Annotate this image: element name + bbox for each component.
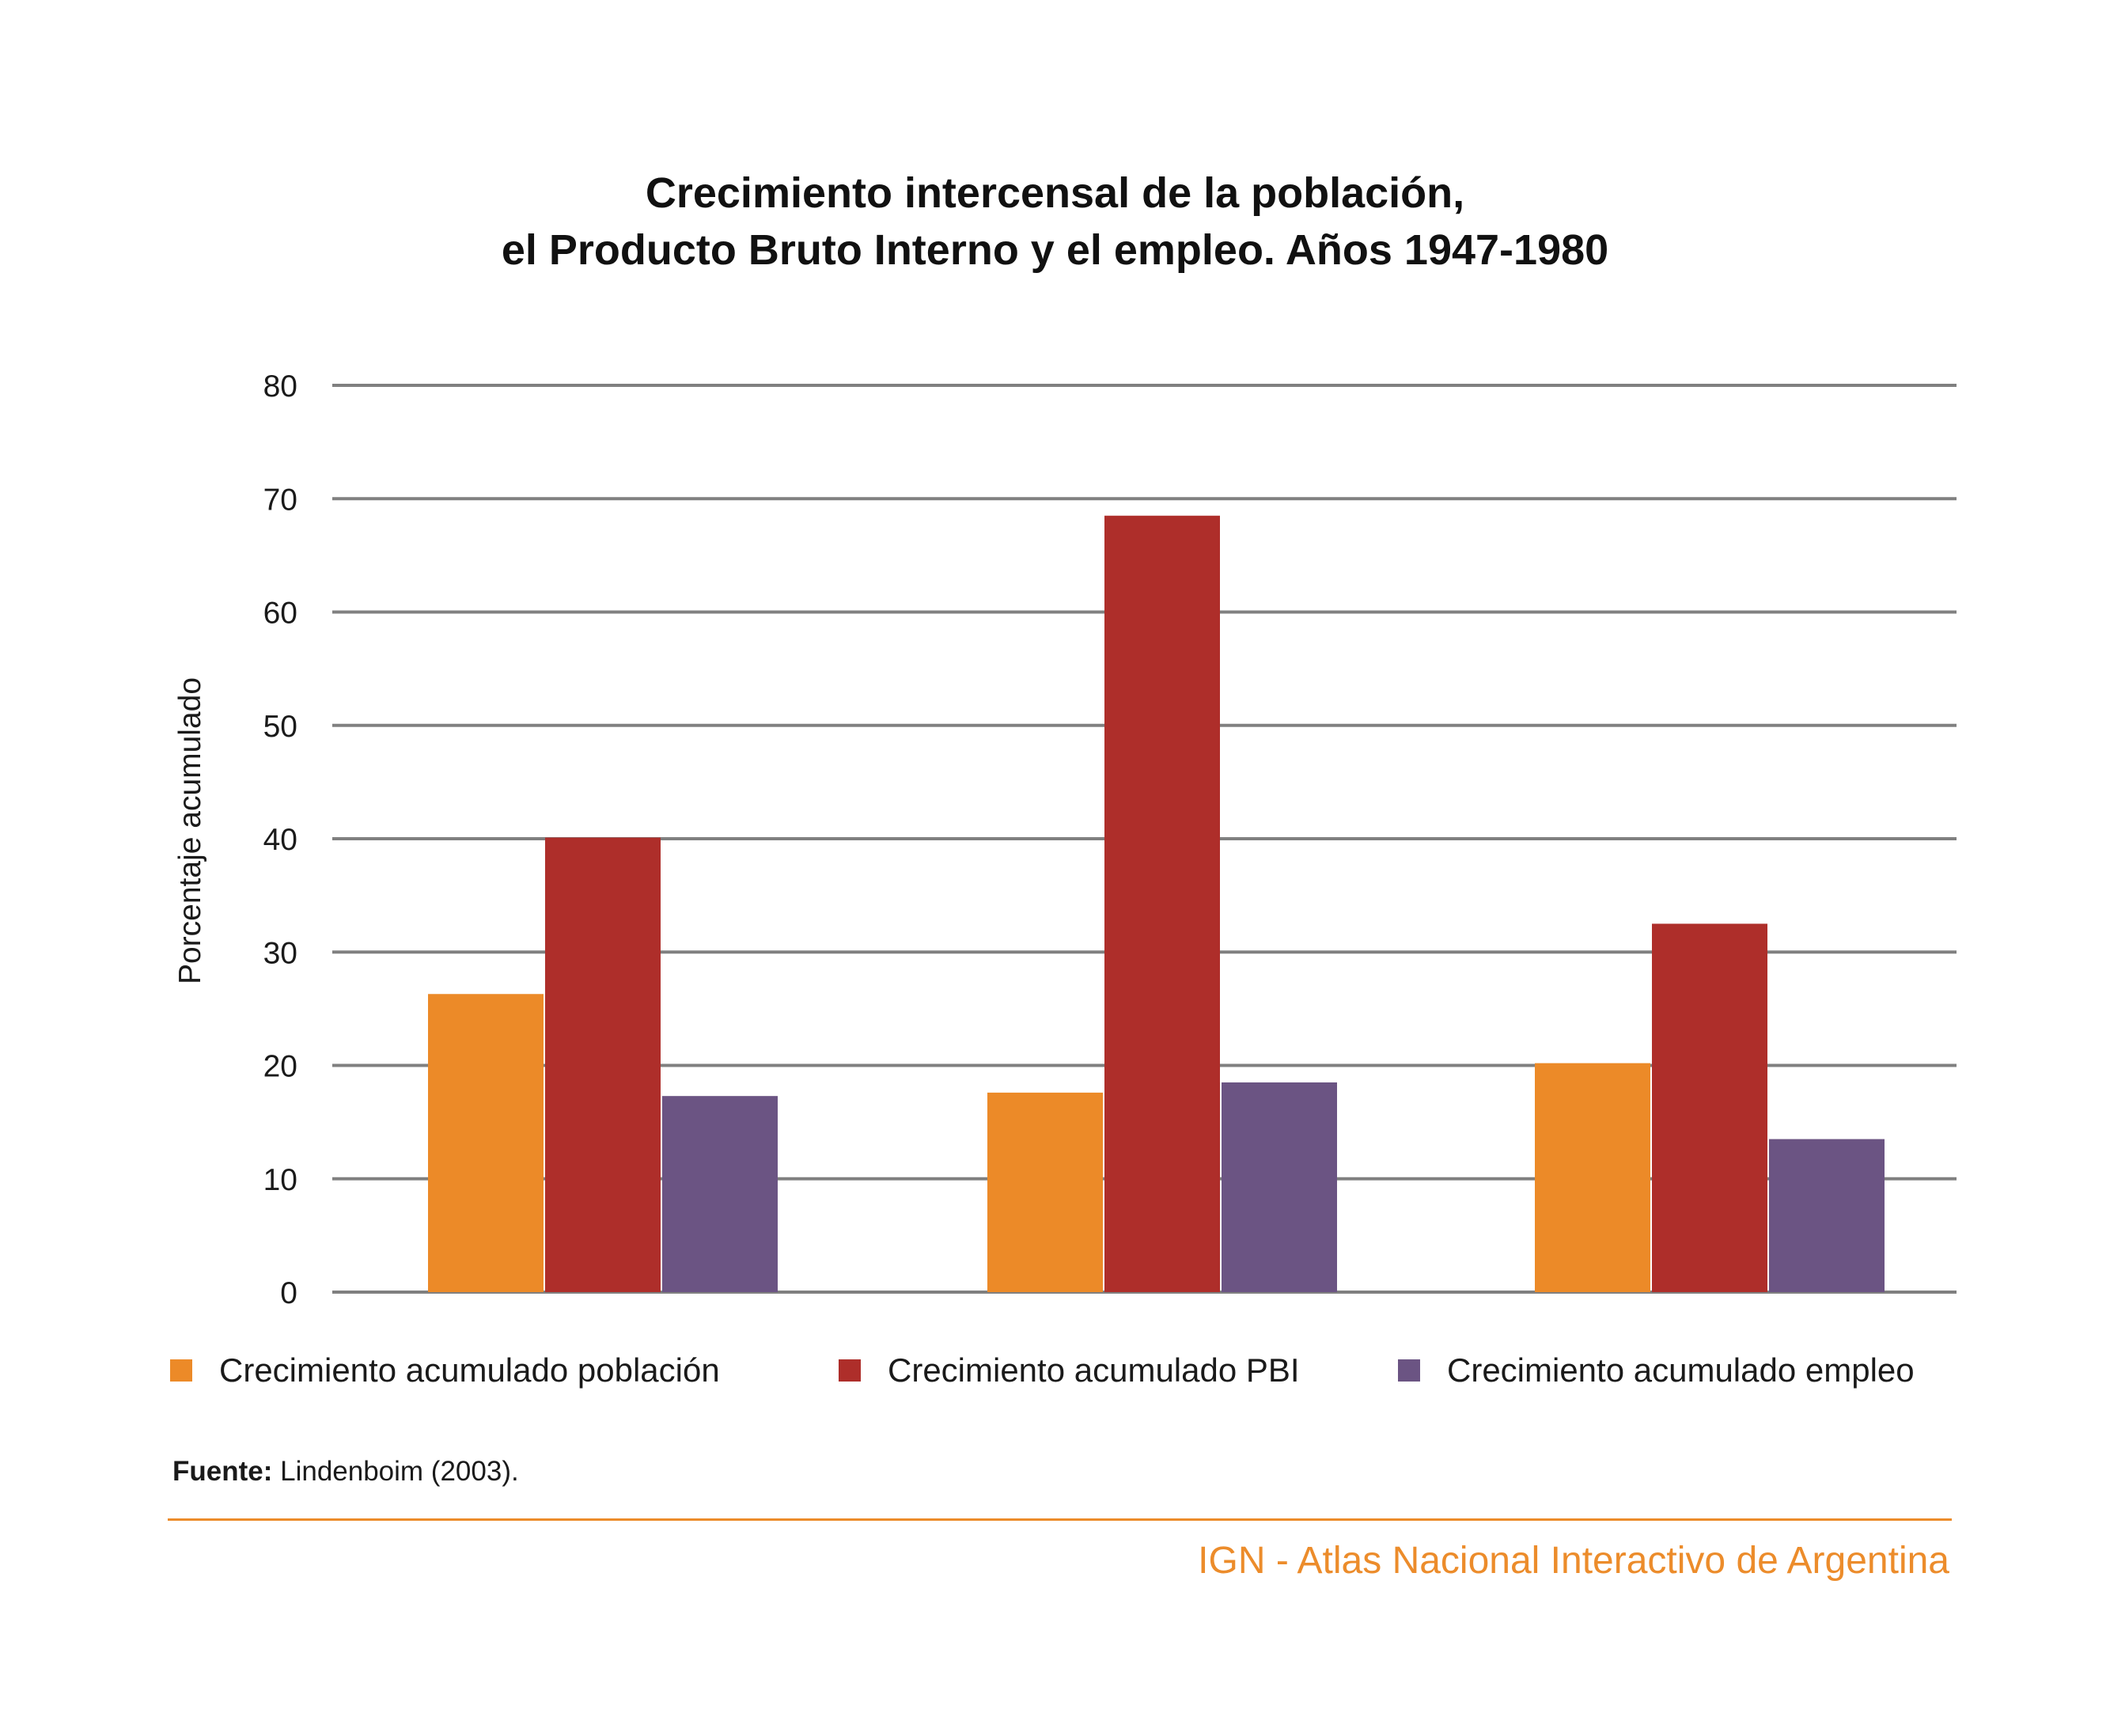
chart-title: Crecimiento intercensal de la población,… bbox=[0, 165, 2110, 279]
chart-title-line-1: Crecimiento intercensal de la población, bbox=[645, 169, 1465, 217]
y-tick-label: 70 bbox=[263, 483, 297, 517]
bar-poblacion bbox=[987, 1092, 1103, 1292]
legend-label-poblacion: Crecimiento acumulado población bbox=[219, 1351, 720, 1389]
y-tick-label: 40 bbox=[263, 823, 297, 857]
bar-poblacion bbox=[428, 994, 544, 1292]
y-tick-label: 30 bbox=[263, 936, 297, 970]
legend-item-pbi: Crecimiento acumulado PBI bbox=[839, 1347, 1300, 1394]
legend: Crecimiento acumulado población Crecimie… bbox=[170, 1347, 1958, 1394]
legend-item-empleo: Crecimiento acumulado empleo bbox=[1398, 1347, 1915, 1394]
bar-empleo bbox=[1222, 1082, 1337, 1292]
legend-swatch-empleo bbox=[1398, 1359, 1420, 1382]
y-tick-label: 80 bbox=[263, 370, 297, 404]
source-text: Lindenboim (2003). bbox=[272, 1456, 519, 1487]
footer-credit: IGN - Atlas Nacional Interactivo de Arge… bbox=[1198, 1540, 1949, 1582]
footer-divider bbox=[168, 1518, 1952, 1521]
legend-item-poblacion: Crecimiento acumulado población bbox=[170, 1347, 720, 1394]
legend-swatch-poblacion bbox=[170, 1359, 192, 1382]
y-axis-ticks: 0 10 20 30 40 50 60 70 80 bbox=[263, 370, 297, 1310]
legend-label-pbi: Crecimiento acumulado PBI bbox=[888, 1351, 1300, 1389]
bar-empleo bbox=[662, 1096, 778, 1292]
source-note: Fuente: Lindenboim (2003). bbox=[172, 1456, 519, 1488]
bar-empleo bbox=[1769, 1139, 1885, 1292]
legend-label-empleo: Crecimiento acumulado empleo bbox=[1447, 1351, 1915, 1389]
bar-pbi bbox=[545, 837, 661, 1292]
y-tick-label: 20 bbox=[263, 1050, 297, 1084]
y-tick-label: 10 bbox=[263, 1163, 297, 1197]
y-axis-label: Porcentaje acumulado bbox=[173, 677, 207, 984]
source-label: Fuente: bbox=[172, 1456, 273, 1487]
y-tick-label: 60 bbox=[263, 597, 297, 631]
y-tick-label: 50 bbox=[263, 710, 297, 744]
bar-poblacion bbox=[1535, 1063, 1650, 1292]
bar-pbi bbox=[1652, 923, 1767, 1292]
bars bbox=[428, 515, 1885, 1292]
y-tick-label: 0 bbox=[280, 1276, 297, 1310]
bar-pbi bbox=[1104, 515, 1220, 1292]
legend-swatch-pbi bbox=[839, 1359, 861, 1382]
chart-title-line-2: el Producto Bruto Interno y el empleo. A… bbox=[501, 226, 1609, 274]
